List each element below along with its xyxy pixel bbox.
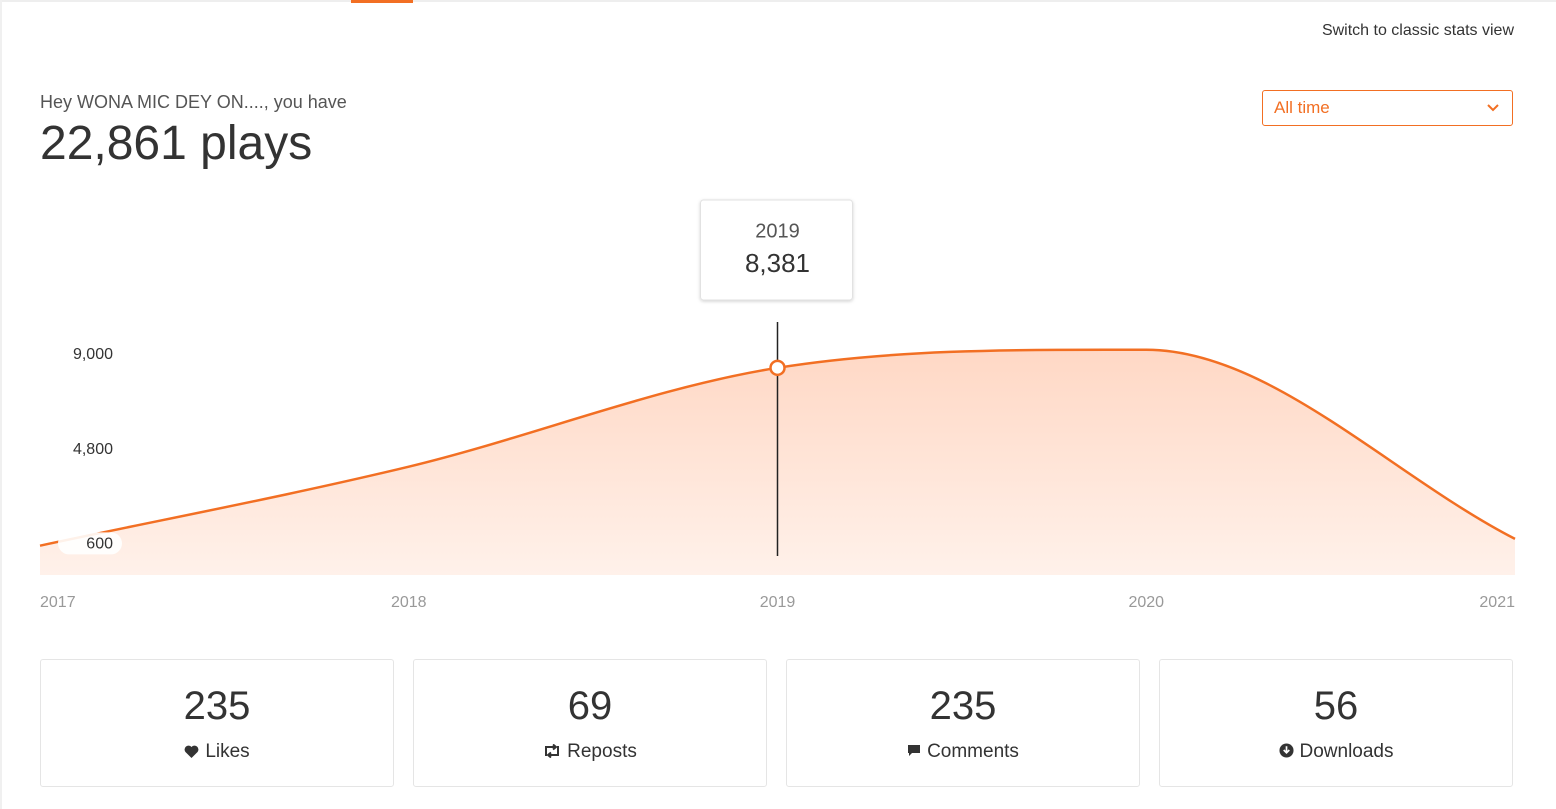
- tooltip-x: 2019: [755, 220, 800, 242]
- download-icon: [1278, 743, 1294, 758]
- stat-card: 56 Downloads: [1159, 659, 1513, 787]
- classic-view-link[interactable]: Switch to classic stats view: [1321, 22, 1514, 39]
- stat-value: 69: [567, 684, 613, 728]
- y-tick-label: 9,000: [73, 346, 113, 363]
- x-tick-label: 2020: [1128, 594, 1164, 611]
- chevron-icon: [1487, 104, 1499, 112]
- stat-label: Comments: [927, 741, 1019, 762]
- x-tick-label: 2021: [1479, 594, 1515, 611]
- tooltip-value: 8,381: [745, 248, 810, 278]
- greeting: Hey WONA MIC DEY ON...., you have: [40, 92, 347, 112]
- y-tick-label: 4,800: [73, 441, 113, 458]
- top-border: [0, 0, 1556, 2]
- chart: 9,000 4,800 600 2017 2018 2019 2020 2021 2019 8,…: [39, 199, 1516, 611]
- stat-card: 235 Likes: [40, 659, 394, 787]
- stat-label: Reposts: [567, 741, 637, 762]
- tick-label-bg: [58, 342, 122, 365]
- stat-value: 235: [183, 684, 251, 728]
- comment-icon: [908, 745, 921, 756]
- active-tab-indicator: [351, 0, 413, 3]
- x-tick-label: 2018: [391, 594, 427, 611]
- x-tick-label: 2019: [760, 594, 796, 611]
- stat-label: Likes: [205, 741, 250, 762]
- range-label: All time: [1274, 98, 1330, 117]
- y-tick-label: 600: [86, 536, 113, 553]
- stat-card: 235 Comments: [786, 659, 1140, 787]
- hover-point: [769, 359, 786, 377]
- stat-card: 69 Reposts: [413, 659, 767, 787]
- range-dropdown[interactable]: All time: [1262, 90, 1513, 126]
- heart-icon: [184, 745, 199, 758]
- tooltip-box: [700, 199, 853, 301]
- x-tick-label: 2017: [40, 594, 76, 611]
- stat-label: Downloads: [1299, 741, 1394, 762]
- total-plays: 22,861 plays: [40, 117, 313, 170]
- stat-value: 56: [1313, 684, 1359, 728]
- repost-icon: [545, 743, 560, 759]
- stat-value: 235: [929, 684, 997, 728]
- left-border: [0, 0, 2, 809]
- tick-label-bg: [58, 532, 122, 555]
- tick-label-bg: [58, 437, 122, 460]
